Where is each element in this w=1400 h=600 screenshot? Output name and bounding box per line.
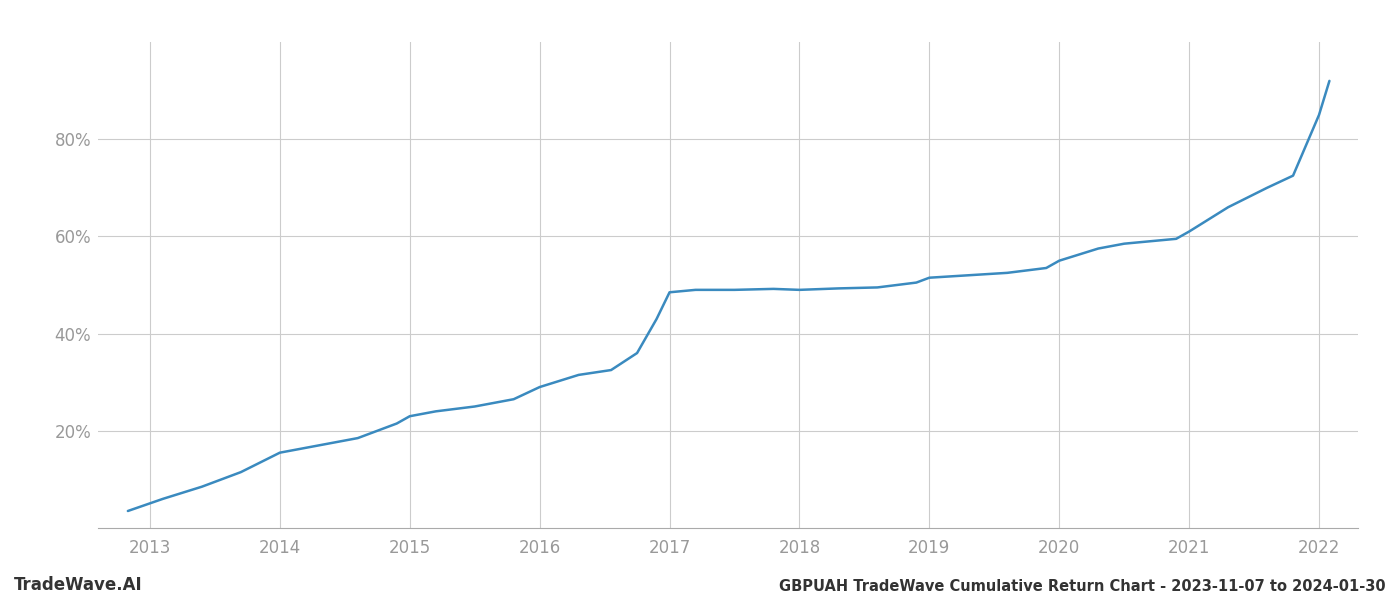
Text: GBPUAH TradeWave Cumulative Return Chart - 2023-11-07 to 2024-01-30: GBPUAH TradeWave Cumulative Return Chart… — [780, 579, 1386, 594]
Text: TradeWave.AI: TradeWave.AI — [14, 576, 143, 594]
